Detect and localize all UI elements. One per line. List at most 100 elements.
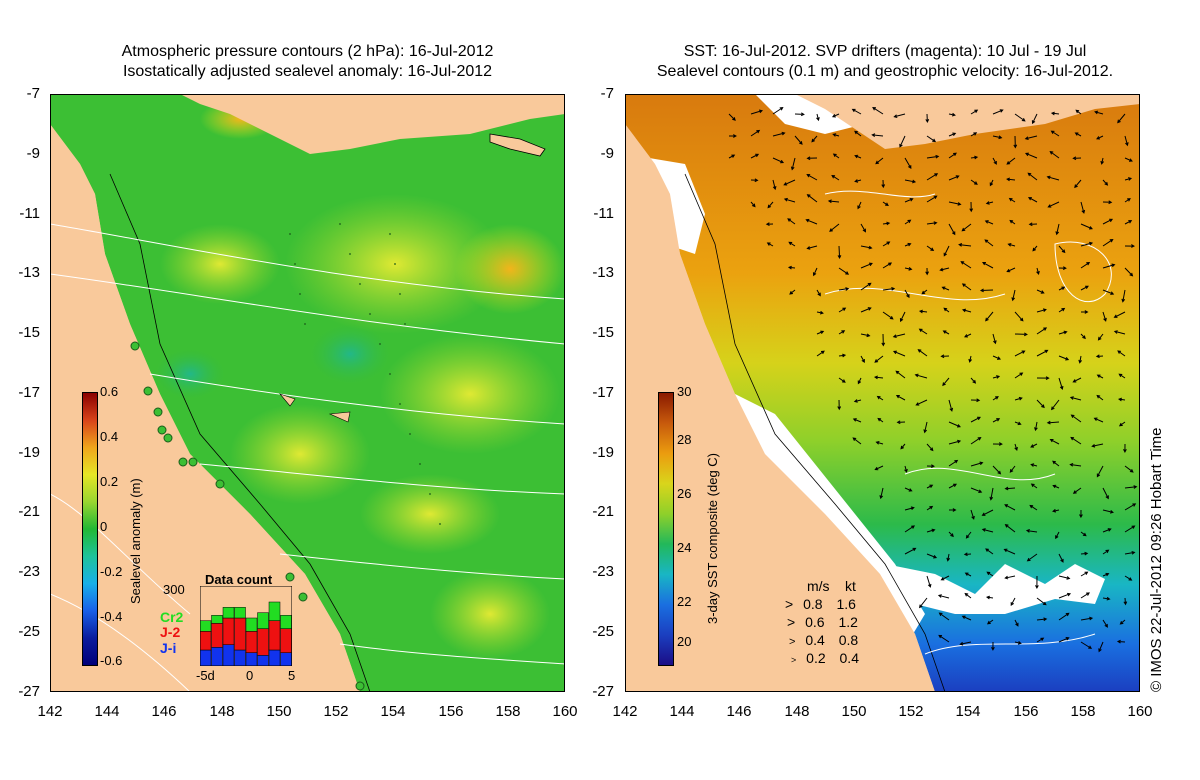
velocity-arrow-334 [1123,597,1128,606]
velocity-arrow-47 [926,154,940,159]
speed-ms: 0.4 [805,632,825,648]
velocity-arrow-341 [1080,616,1094,621]
velocity-arrow-195 [940,354,950,359]
right-lon-tick-0: 142 [612,703,638,720]
velocity-arrow-53 [1049,151,1060,159]
velocity-arrow-285 [970,509,975,520]
arrow-icon: > [785,596,794,612]
velocity-arrow-219 [853,399,862,403]
velocity-arrow-272 [926,484,934,489]
sealevel-cbar-tick-0: 0.6 [100,384,119,399]
velocity-arrow-37 [1124,135,1129,147]
cloud-mask-south [885,564,1105,614]
velocity-arrow-21 [772,131,786,137]
velocity-arrow-117 [926,245,935,252]
velocity-arrow-26 [871,133,884,137]
velocity-arrow-238 [992,418,1001,423]
velocity-arrow-112 [806,245,818,250]
velocity-arrow-279 [1072,487,1082,494]
velocity-arrow-68 [989,179,994,187]
velocity-arrow-182 [992,333,997,345]
velocity-arrow-263 [992,465,1002,475]
velocity-arrow-215 [1072,377,1082,383]
velocity-arrow-228 [1051,399,1060,411]
right-lat-tick-4: -15 [592,324,614,341]
velocity-arrow-267 [1069,462,1082,467]
velocity-arrow-46 [904,157,912,169]
velocity-arrow-58 [772,179,777,191]
velocity-arrow-172 [1102,311,1107,322]
left-lat-tick-9: -25 [18,623,40,640]
velocity-arrow-313 [1102,549,1110,555]
right-lon-tick-6: 154 [955,703,981,720]
velocity-arrow-295 [948,531,954,538]
velocity-arrow-73 [1102,179,1109,186]
velocity-arrow-32 [1013,135,1018,149]
speed-ms: 0.6 [805,614,825,630]
velocity-arrow-350 [1080,641,1093,649]
velocity-arrow-159 [816,310,824,315]
velocity-arrow-25 [854,130,862,137]
velocity-arrow-165 [943,307,950,313]
velocity-arrow-244 [1118,421,1126,427]
arrow-icon: > [787,614,796,630]
velocity-arrow-90 [1080,201,1086,214]
velocity-arrow-339 [1036,617,1048,622]
velocity-arrow-229 [1069,396,1082,401]
sst-cbar-tick-5: 20 [677,634,692,649]
sst-map-svg [625,94,1140,692]
data-count-x-label-0: -5d [196,668,215,683]
velocity-arrow-161 [860,307,872,313]
velocity-arrow-328 [985,595,994,600]
velocity-arrow-333 [1102,596,1111,601]
velocity-arrow-48 [948,152,957,159]
velocity-arrow-30 [970,132,978,137]
velocity-arrow-86 [985,201,994,205]
velocity-arrow-170 [1058,307,1066,313]
velocity-arrow-100 [926,221,938,225]
velocity-arrow-62 [854,179,862,183]
velocity-arrow-265 [1030,463,1038,467]
velocity-arrow-283 [926,505,934,511]
left-lat-tick-2: -11 [19,205,40,222]
velocity-arrow-325 [919,597,928,609]
velocity-arrow-39 [750,153,760,159]
velocity-arrow-291 [1102,509,1114,514]
data-count-bar-cr2-5 [257,612,269,629]
velocity-arrow-221 [895,395,906,401]
speed-legend-row-2: > 0.4 0.8 [789,632,858,648]
velocity-arrow-311 [1058,553,1064,563]
velocity-arrow-15 [1050,111,1060,116]
velocity-arrow-266 [1052,460,1060,467]
velocity-arrow-340 [1058,612,1070,621]
left-lat-tick-4: -15 [18,324,40,341]
velocity-arrow-133 [925,267,929,276]
right-lon-tick-1: 144 [669,703,695,720]
velocity-arrow-230 [1096,394,1104,401]
legend-ji: J-i [160,640,177,656]
velocity-arrow-220 [876,395,884,401]
velocity-arrow-204 [838,377,846,383]
left-lon-tick-1: 144 [94,703,120,720]
velocity-arrow-351 [1098,641,1104,653]
velocity-arrow-242 [1070,414,1082,423]
left-lat-tick-8: -23 [18,563,40,580]
velocity-arrow-224 [970,398,981,403]
velocity-arrow-49 [970,155,979,160]
sst-cbar-tick-0: 30 [677,384,692,399]
velocity-arrow-60 [806,174,818,181]
velocity-arrow-324 [1124,575,1133,581]
velocity-arrow-236 [948,421,961,428]
velocity-arrow-102 [961,223,972,232]
velocity-arrow-125 [1102,238,1114,247]
velocity-arrow-212 [1014,372,1024,379]
velocity-arrow-34 [1050,130,1060,137]
left-lat-tick-7: -21 [18,503,40,520]
velocity-arrow-245 [852,437,862,445]
velocity-arrow-209 [942,377,950,387]
velocity-arrow-138 [1036,267,1040,275]
velocity-arrow-105 [1028,222,1038,227]
speed-ms: 0.8 [803,596,823,612]
velocity-arrow-139 [1058,266,1067,271]
velocity-arrow-128 [812,267,818,277]
